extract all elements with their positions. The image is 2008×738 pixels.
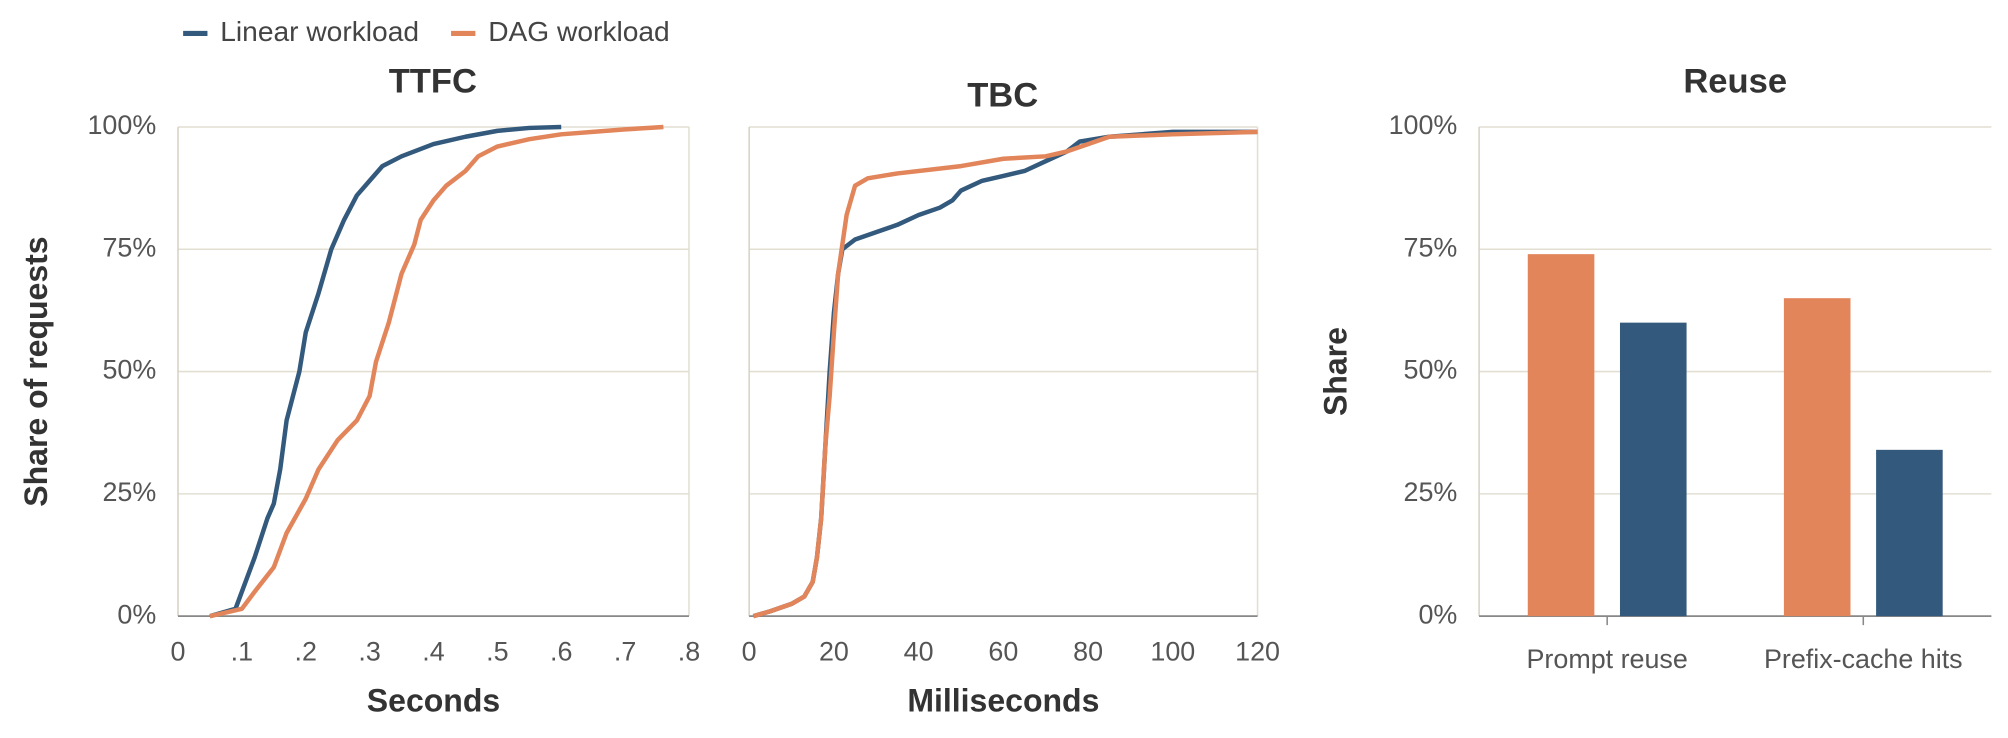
x-tick-label: 120 bbox=[1235, 636, 1280, 666]
bar bbox=[1527, 254, 1595, 617]
cdf-line bbox=[209, 124, 562, 619]
x-tick-label: .6 bbox=[550, 636, 572, 666]
y-tick-label: 0% bbox=[117, 599, 156, 629]
y-tick-label: 75% bbox=[102, 232, 156, 262]
x-tick-label: 20 bbox=[819, 636, 849, 666]
legend-label: DAG workload bbox=[488, 15, 670, 47]
chart-title: Reuse bbox=[1683, 63, 1787, 101]
x-tick-label: .5 bbox=[486, 636, 508, 666]
x-tick-label: 0 bbox=[742, 636, 757, 666]
y-tick-label: 0% bbox=[1418, 599, 1457, 629]
bar bbox=[1783, 298, 1851, 617]
x-tick-label: 80 bbox=[1073, 636, 1103, 666]
x-tick-label: .2 bbox=[295, 636, 317, 666]
x-tick-label: .4 bbox=[422, 636, 444, 666]
x-tick-label: 60 bbox=[988, 636, 1018, 666]
y-axis-label: Share bbox=[1318, 327, 1354, 416]
x-tick-label: .8 bbox=[678, 636, 700, 666]
x-tick-label: 100 bbox=[1150, 636, 1195, 666]
chart-title: TTFC bbox=[389, 63, 477, 101]
x-tick-label: .3 bbox=[358, 636, 380, 666]
bar bbox=[1619, 322, 1687, 617]
y-tick-label: 75% bbox=[1404, 232, 1458, 262]
cdf-line bbox=[752, 129, 1258, 619]
x-tick-label: Prefix-cache hits bbox=[1764, 644, 1963, 674]
y-tick-label: 100% bbox=[87, 110, 156, 140]
y-axis-label: Share of requests bbox=[18, 236, 54, 506]
x-axis-label: Milliseconds bbox=[907, 683, 1099, 719]
y-tick-label: 50% bbox=[102, 355, 156, 385]
y-tick-label: 100% bbox=[1389, 110, 1458, 140]
x-tick-label: Prompt reuse bbox=[1527, 644, 1688, 674]
x-tick-label: 40 bbox=[904, 636, 934, 666]
legend-label: Linear workload bbox=[220, 15, 419, 47]
chart-title: TBC bbox=[967, 77, 1038, 115]
y-tick-label: 50% bbox=[1404, 355, 1458, 385]
bar bbox=[1876, 449, 1943, 617]
y-tick-label: 25% bbox=[1404, 477, 1458, 507]
x-axis-label: Seconds bbox=[367, 683, 500, 719]
x-tick-label: .7 bbox=[614, 636, 636, 666]
x-tick-label: .1 bbox=[231, 636, 253, 666]
cdf-line bbox=[209, 124, 664, 619]
y-tick-label: 25% bbox=[102, 477, 156, 507]
x-tick-label: 0 bbox=[171, 636, 186, 666]
